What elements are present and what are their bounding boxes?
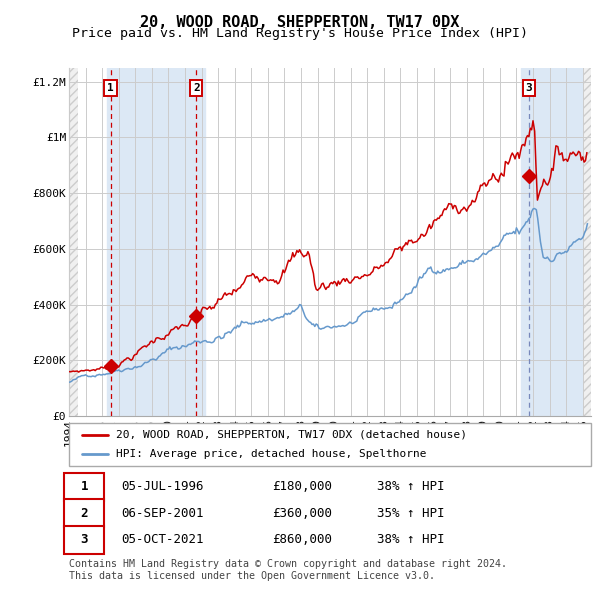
Text: Price paid vs. HM Land Registry's House Price Index (HPI): Price paid vs. HM Land Registry's House … bbox=[72, 27, 528, 40]
Text: 05-JUL-1996: 05-JUL-1996 bbox=[121, 480, 204, 493]
Text: 1: 1 bbox=[107, 83, 114, 93]
Bar bbox=[583, 68, 591, 416]
Text: HPI: Average price, detached house, Spelthorne: HPI: Average price, detached house, Spel… bbox=[116, 450, 427, 460]
Text: 06-SEP-2001: 06-SEP-2001 bbox=[121, 507, 204, 520]
Bar bbox=[521, 68, 583, 416]
FancyBboxPatch shape bbox=[64, 473, 104, 501]
Text: £180,000: £180,000 bbox=[272, 480, 332, 493]
Bar bbox=[69, 68, 78, 416]
Text: 38% ↑ HPI: 38% ↑ HPI bbox=[377, 533, 445, 546]
Text: 20, WOOD ROAD, SHEPPERTON, TW17 0DX (detached house): 20, WOOD ROAD, SHEPPERTON, TW17 0DX (det… bbox=[116, 430, 467, 440]
Text: 38% ↑ HPI: 38% ↑ HPI bbox=[377, 480, 445, 493]
FancyBboxPatch shape bbox=[64, 526, 104, 554]
FancyBboxPatch shape bbox=[69, 423, 591, 466]
FancyBboxPatch shape bbox=[64, 499, 104, 527]
Bar bbox=[107, 68, 205, 416]
Text: 1: 1 bbox=[80, 480, 88, 493]
Text: 3: 3 bbox=[80, 533, 88, 546]
Text: Contains HM Land Registry data © Crown copyright and database right 2024.
This d: Contains HM Land Registry data © Crown c… bbox=[69, 559, 507, 581]
Text: 35% ↑ HPI: 35% ↑ HPI bbox=[377, 507, 445, 520]
Text: £360,000: £360,000 bbox=[272, 507, 332, 520]
Text: 2: 2 bbox=[193, 83, 200, 93]
Text: £860,000: £860,000 bbox=[272, 533, 332, 546]
Text: 20, WOOD ROAD, SHEPPERTON, TW17 0DX: 20, WOOD ROAD, SHEPPERTON, TW17 0DX bbox=[140, 15, 460, 30]
Text: 05-OCT-2021: 05-OCT-2021 bbox=[121, 533, 204, 546]
Text: 2: 2 bbox=[80, 507, 88, 520]
Text: 3: 3 bbox=[526, 83, 532, 93]
